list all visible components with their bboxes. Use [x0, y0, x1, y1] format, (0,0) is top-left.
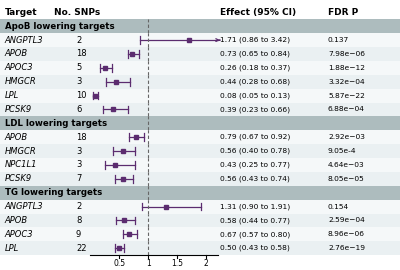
- Text: 1.31 (0.90 to 1.91): 1.31 (0.90 to 1.91): [220, 203, 290, 210]
- Bar: [0, 33, 400, 47]
- Text: LPL: LPL: [5, 244, 19, 253]
- Text: 2.59e−04: 2.59e−04: [328, 217, 365, 224]
- Text: 22: 22: [76, 244, 86, 253]
- Text: Target: Target: [5, 8, 38, 17]
- Text: APOB: APOB: [5, 133, 28, 142]
- Bar: [0, 47, 400, 61]
- Text: APOB: APOB: [5, 49, 28, 59]
- Text: 18: 18: [76, 133, 87, 142]
- Text: 4.64e−03: 4.64e−03: [328, 162, 365, 168]
- Bar: [0, 144, 400, 158]
- Text: 8.96e−06: 8.96e−06: [328, 231, 365, 237]
- Text: 7: 7: [76, 174, 81, 183]
- Text: 0.67 (0.57 to 0.80): 0.67 (0.57 to 0.80): [220, 231, 290, 238]
- Text: 5.87e−22: 5.87e−22: [328, 93, 365, 99]
- Text: 0.43 (0.25 to 0.77): 0.43 (0.25 to 0.77): [220, 162, 290, 168]
- Text: 3.32e−04: 3.32e−04: [328, 79, 365, 85]
- Bar: [0, 186, 400, 200]
- Text: PCSK9: PCSK9: [5, 105, 32, 114]
- Text: 0.26 (0.18 to 0.37): 0.26 (0.18 to 0.37): [220, 65, 290, 71]
- Text: 0.08 (0.05 to 0.13): 0.08 (0.05 to 0.13): [220, 92, 290, 99]
- Bar: [0, 61, 400, 75]
- Bar: [0, 75, 400, 89]
- Text: 2.76e−19: 2.76e−19: [328, 245, 365, 251]
- Text: 0.73 (0.65 to 0.84): 0.73 (0.65 to 0.84): [220, 51, 290, 57]
- Bar: [0, 227, 400, 241]
- Bar: [0, 214, 400, 227]
- Text: APOB: APOB: [5, 216, 28, 225]
- Text: ANGPTL3: ANGPTL3: [5, 202, 44, 211]
- Text: 0.56 (0.43 to 0.74): 0.56 (0.43 to 0.74): [220, 176, 290, 182]
- Text: 0.58 (0.44 to 0.77): 0.58 (0.44 to 0.77): [220, 217, 290, 224]
- Text: ANGPTL3: ANGPTL3: [5, 36, 44, 45]
- Text: TG lowering targets: TG lowering targets: [5, 188, 102, 197]
- Bar: [0, 89, 400, 103]
- Bar: [0, 241, 400, 255]
- Text: LPL: LPL: [5, 91, 19, 100]
- Text: FDR P: FDR P: [328, 8, 358, 17]
- Bar: [0, 103, 400, 116]
- Text: 10: 10: [76, 91, 86, 100]
- Text: 9: 9: [76, 230, 81, 239]
- Text: 1: 1: [146, 259, 150, 268]
- Text: 0.154: 0.154: [328, 204, 349, 210]
- Text: 7.98e−06: 7.98e−06: [328, 51, 365, 57]
- Text: 0.5: 0.5: [113, 259, 125, 268]
- Bar: [0, 19, 400, 33]
- Text: 5: 5: [76, 63, 81, 72]
- Text: 6.88e−04: 6.88e−04: [328, 106, 365, 113]
- Text: 8: 8: [76, 216, 81, 225]
- Text: 0.44 (0.28 to 0.68): 0.44 (0.28 to 0.68): [220, 79, 290, 85]
- Text: 0.137: 0.137: [328, 37, 349, 43]
- Text: 6: 6: [76, 105, 81, 114]
- Text: HMGCR: HMGCR: [5, 147, 36, 156]
- Text: APOC3: APOC3: [5, 230, 34, 239]
- Text: 0.50 (0.43 to 0.58): 0.50 (0.43 to 0.58): [220, 245, 290, 251]
- Text: 2: 2: [76, 202, 81, 211]
- Bar: [0, 130, 400, 144]
- Text: 1.71 (0.86 to 3.42): 1.71 (0.86 to 3.42): [220, 37, 290, 43]
- Text: 0.39 (0.23 to 0.66): 0.39 (0.23 to 0.66): [220, 106, 290, 113]
- Text: 3: 3: [76, 147, 81, 156]
- Text: 3: 3: [76, 77, 81, 86]
- Text: 0.56 (0.40 to 0.78): 0.56 (0.40 to 0.78): [220, 148, 290, 154]
- Bar: [0, 116, 400, 130]
- Text: LDL lowering targets: LDL lowering targets: [5, 119, 107, 128]
- Bar: [0, 5, 400, 19]
- Text: 9.05e-4: 9.05e-4: [328, 148, 356, 154]
- Text: 2.92e−03: 2.92e−03: [328, 134, 365, 140]
- Text: 2: 2: [76, 36, 81, 45]
- Text: PCSK9: PCSK9: [5, 174, 32, 183]
- Text: 18: 18: [76, 49, 87, 59]
- Text: Effect (95% CI): Effect (95% CI): [220, 8, 296, 17]
- Text: 8.05e−05: 8.05e−05: [328, 176, 365, 182]
- Text: ApoB lowering targets: ApoB lowering targets: [5, 22, 114, 31]
- Text: NPC1L1: NPC1L1: [5, 160, 37, 170]
- Bar: [0, 200, 400, 214]
- Text: No. SNPs: No. SNPs: [54, 8, 100, 17]
- Text: 1.88e−12: 1.88e−12: [328, 65, 365, 71]
- Bar: [0, 158, 400, 172]
- Text: 0.79 (0.67 to 0.92): 0.79 (0.67 to 0.92): [220, 134, 290, 140]
- Text: APOC3: APOC3: [5, 63, 34, 72]
- Bar: [0, 172, 400, 186]
- Text: HMGCR: HMGCR: [5, 77, 36, 86]
- Text: 2: 2: [204, 259, 209, 268]
- Text: 3: 3: [76, 160, 81, 170]
- Text: 1.5: 1.5: [171, 259, 183, 268]
